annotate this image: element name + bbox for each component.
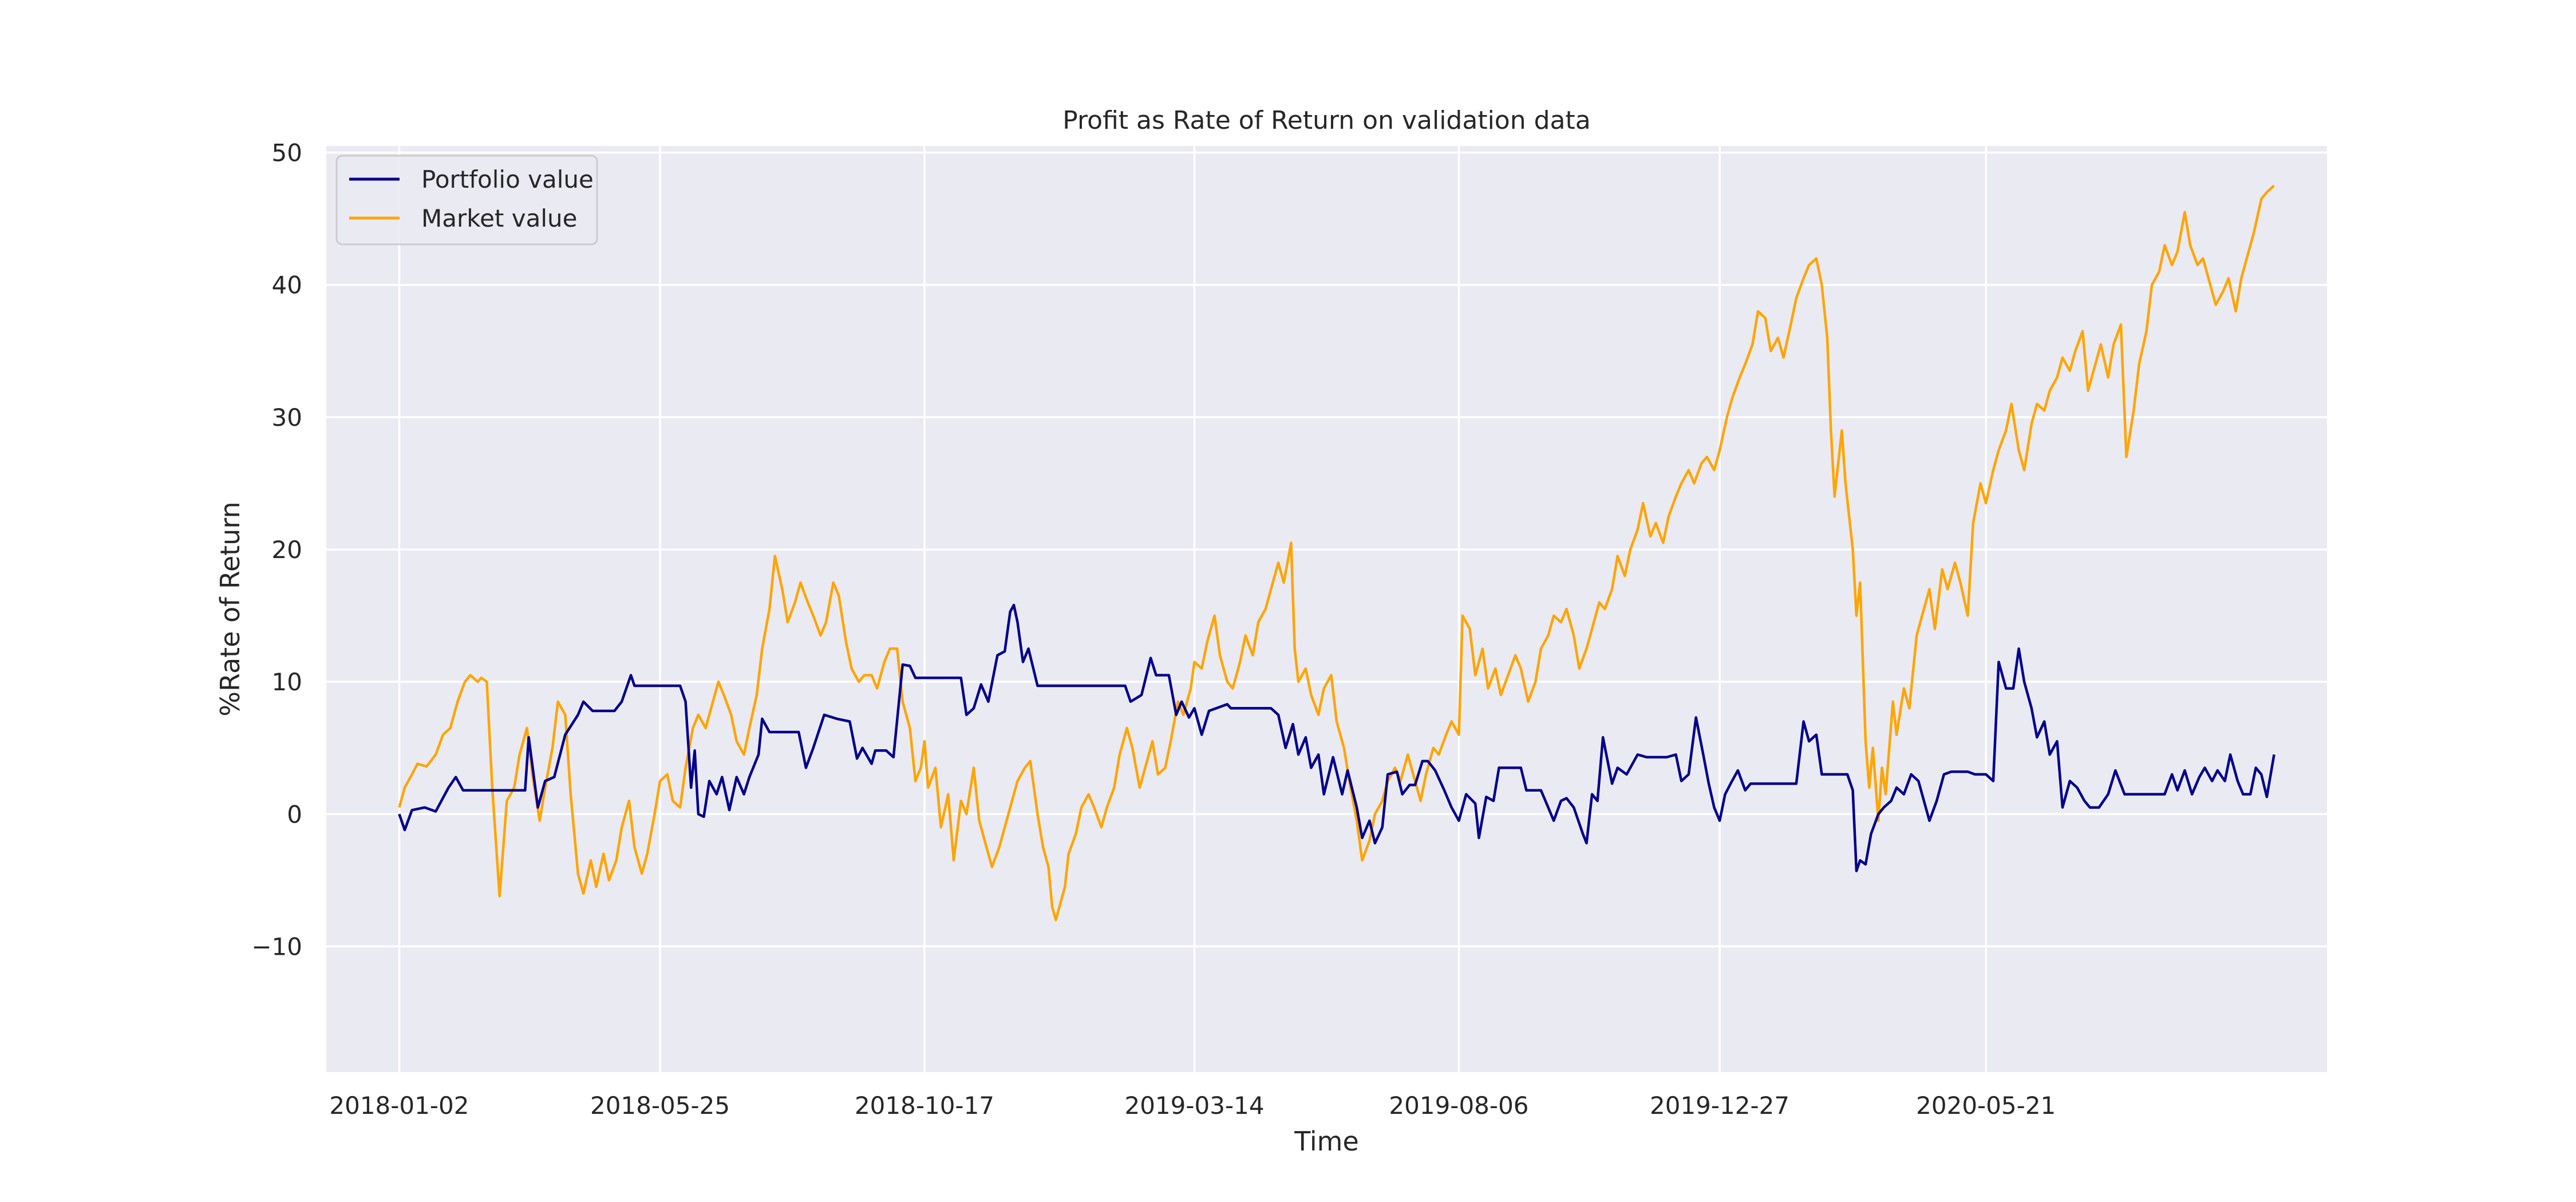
y-tick-label: 30 xyxy=(272,404,302,432)
chart-title: Profit as Rate of Return on validation d… xyxy=(1062,106,1590,135)
y-tick-label: 0 xyxy=(287,800,302,828)
y-tick-label: 20 xyxy=(272,536,302,564)
y-tick-label: 40 xyxy=(272,271,302,299)
series-market-value xyxy=(398,184,2275,922)
series-line xyxy=(398,603,2275,872)
x-tick-label: 2019-03-14 xyxy=(1124,1092,1264,1120)
x-tick-label: 2019-08-06 xyxy=(1389,1092,1528,1120)
series-portfolio-value xyxy=(398,603,2275,872)
legend-box xyxy=(335,155,598,246)
x-tick-label: 2018-10-17 xyxy=(855,1092,994,1120)
legend-entry: Portfolio value xyxy=(421,165,594,193)
y-tick-label: 50 xyxy=(272,139,302,167)
x-tick-label: 2019-12-27 xyxy=(1650,1092,1789,1120)
y-tick-label: 10 xyxy=(272,668,302,696)
legend: Portfolio value Market value xyxy=(335,155,598,246)
series-layer xyxy=(398,184,2275,922)
y-axis-label: %Rate of Return xyxy=(215,501,246,716)
series-line xyxy=(398,184,2275,922)
y-tick-label: −10 xyxy=(251,932,302,960)
x-axis-label: Time xyxy=(1294,1126,1359,1157)
grid-lines xyxy=(326,146,2327,1072)
x-tick-label: 2018-01-02 xyxy=(329,1092,469,1120)
legend-entry: Market value xyxy=(421,204,577,232)
y-axis-ticks: −10 0 10 20 30 40 50 xyxy=(251,139,302,961)
x-tick-label: 2018-05-25 xyxy=(590,1092,730,1120)
x-tick-label: 2020-05-21 xyxy=(1916,1092,2056,1120)
x-axis-ticks: 2018-01-02 2018-05-25 2018-10-17 2019-03-14… xyxy=(329,1092,2056,1120)
